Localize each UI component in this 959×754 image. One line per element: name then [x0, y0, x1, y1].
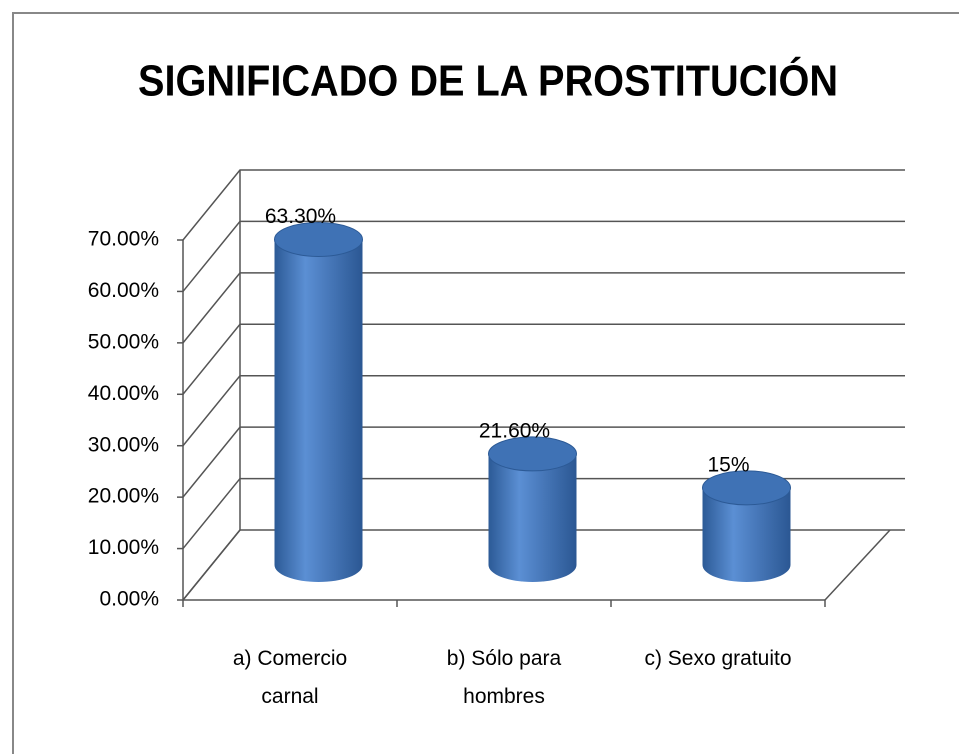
x-tick-label: a) Comercio carnal — [232, 647, 348, 708]
bar-body — [274, 239, 363, 582]
y-tick-label: 0.00% — [99, 588, 159, 611]
grid-line — [182, 169, 905, 241]
y-tick-label: 40.00% — [88, 382, 159, 405]
bar — [488, 436, 577, 582]
grid-line — [182, 272, 905, 344]
data-label: 21.60% — [479, 419, 550, 442]
y-tick-label: 70.00% — [88, 228, 159, 251]
bar-body — [488, 453, 577, 582]
chart-title: SIGNIFICADO DE LA PROSTITUCIÓN — [138, 56, 838, 106]
y-tick-label: 30.00% — [88, 433, 159, 456]
x-tick-label: b) Sólo para hombres — [446, 647, 562, 708]
bar — [702, 470, 791, 582]
y-tick-label: 60.00% — [88, 279, 159, 302]
grid-line — [182, 477, 905, 550]
data-label: 63.30% — [265, 205, 336, 228]
bar-top — [488, 436, 577, 472]
y-tick-label: 50.00% — [88, 330, 159, 353]
bar-top — [274, 221, 363, 257]
data-label: 15% — [707, 453, 749, 476]
bar-body — [702, 487, 791, 582]
x-tick-label: c) Sexo gratuito — [644, 647, 792, 670]
bar-top — [702, 470, 791, 506]
grid-line — [182, 426, 905, 498]
y-tick-label: 10.00% — [88, 536, 159, 559]
floor-edge — [824, 529, 891, 601]
y-tick-label: 20.00% — [88, 485, 159, 508]
grid-line — [182, 220, 905, 292]
grid-line — [182, 323, 905, 395]
frame — [12, 12, 959, 754]
grid-line — [182, 529, 905, 601]
bar — [274, 221, 363, 582]
grid-line — [182, 374, 905, 447]
